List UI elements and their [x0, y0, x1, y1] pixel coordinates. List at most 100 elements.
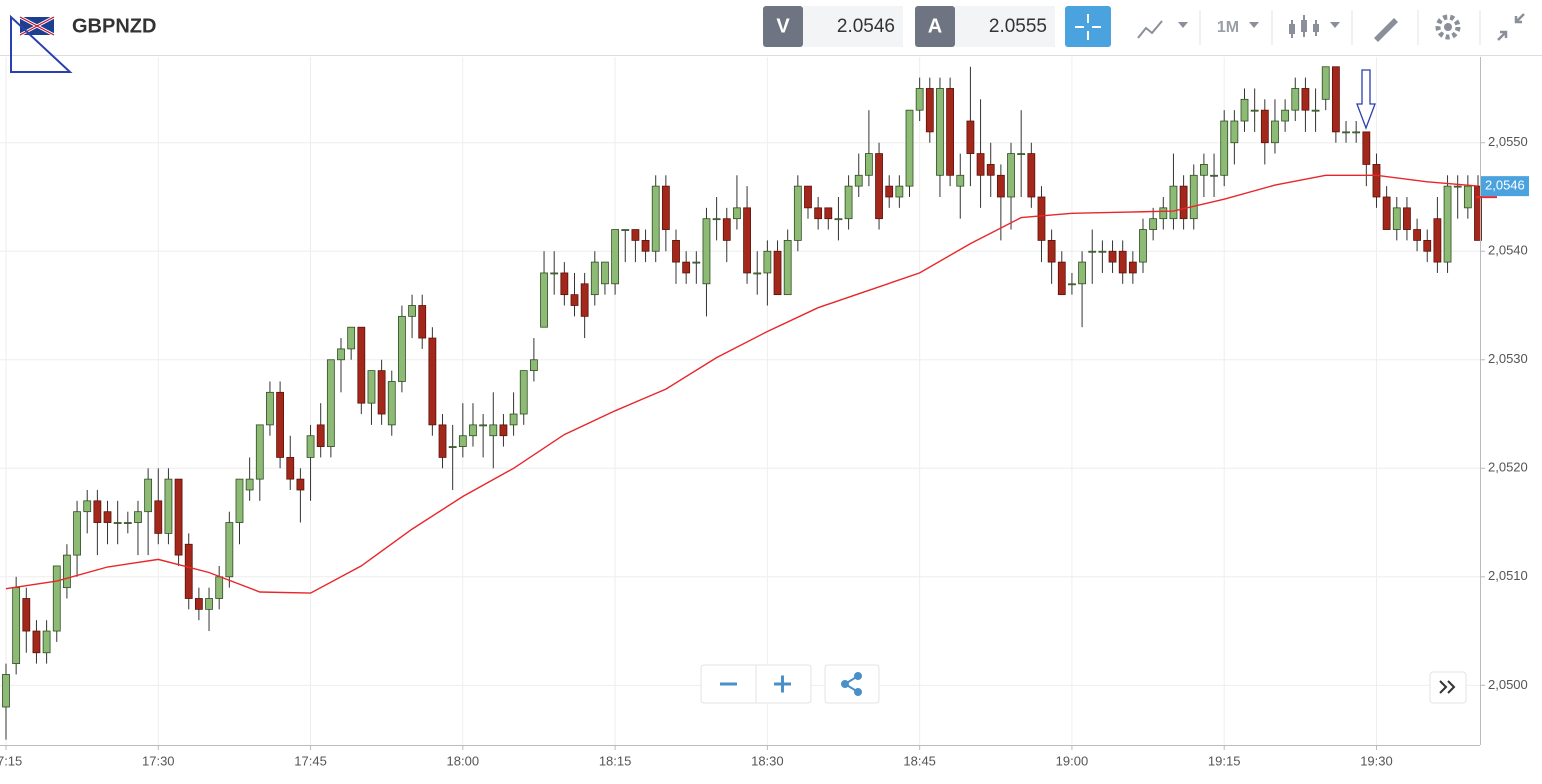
draw-icon[interactable]: [1374, 18, 1398, 42]
candle-body: [580, 283, 589, 317]
x-tick-label: 19:15: [1208, 753, 1241, 768]
sell-price-box[interactable]: [803, 6, 903, 47]
candle-body: [1362, 131, 1371, 165]
candle-body: [479, 424, 488, 427]
candle-body: [469, 424, 477, 437]
zoom-in[interactable]: [774, 675, 791, 693]
candle-body: [357, 326, 366, 404]
candle-body: [367, 370, 376, 404]
candle-body: [763, 250, 772, 274]
candle-body: [712, 218, 721, 221]
candle-body: [164, 478, 173, 534]
x-tick-label: 17:45: [294, 753, 327, 768]
candle-body: [1159, 207, 1168, 220]
candle-body: [93, 500, 102, 523]
candle-body: [936, 88, 944, 176]
candle-body: [1463, 185, 1472, 209]
candle-body: [986, 164, 995, 176]
candle-body: [42, 630, 51, 654]
candle-body: [83, 500, 92, 513]
candle-body: [1331, 66, 1340, 133]
candle-body: [1433, 218, 1442, 263]
candle-body: [1352, 131, 1361, 134]
candle-body: [1453, 185, 1462, 188]
share-icon-dot: [854, 672, 862, 680]
collapse-icon[interactable]: [1497, 13, 1525, 41]
candle-body: [1139, 229, 1147, 263]
sell-price: 2.0546: [837, 16, 895, 37]
share-icon-dot: [854, 688, 862, 696]
buy-price-box[interactable]: [955, 6, 1055, 47]
candle-body: [834, 218, 843, 221]
candle-body: [1250, 109, 1259, 112]
candle-body: [499, 424, 508, 437]
candle-body: [550, 272, 559, 275]
candle-body: [895, 185, 904, 198]
y-tick-label: 2,0540: [1488, 243, 1528, 258]
candle-body: [1179, 185, 1188, 220]
candle-body: [925, 88, 934, 133]
candles-icon-body: [1313, 24, 1319, 32]
candle-body: [134, 511, 142, 523]
candle-body: [286, 457, 295, 480]
candle-body: [1007, 153, 1015, 198]
drawing-triangle: [10, 14, 73, 73]
x-tick-label: 19:00: [1056, 753, 1089, 768]
candle-body: [519, 370, 528, 415]
candle-body: [73, 511, 81, 556]
candle-body: [458, 435, 467, 447]
settings-icon[interactable]: [1435, 14, 1461, 40]
candle-body: [773, 250, 782, 296]
dropdown-arrow: [1178, 22, 1188, 28]
candle-body: [1342, 131, 1350, 134]
candle-body: [1078, 261, 1086, 285]
candle-body: [194, 598, 203, 610]
sell-label: V: [776, 15, 790, 37]
candle-body: [956, 174, 965, 187]
buy-label-box[interactable]: [915, 6, 955, 47]
candles-icon-body: [1301, 20, 1307, 32]
candle-body: [1037, 196, 1046, 241]
candle-body: [1047, 239, 1056, 263]
candles-icon-body: [1289, 24, 1295, 34]
last-price-label: 2,0546: [1485, 178, 1525, 193]
candle-body: [113, 522, 122, 524]
candle-body: [996, 174, 1005, 198]
candle-body: [215, 576, 224, 599]
candle-body: [184, 543, 193, 599]
scroll-right-button[interactable]: [1429, 671, 1467, 704]
y-tick-label: 2,0530: [1488, 351, 1528, 366]
candle-body: [804, 185, 812, 209]
candle-body: [1189, 174, 1198, 220]
candle-body: [174, 478, 183, 556]
x-tick-label: 17:30: [142, 753, 175, 768]
candle-body: [306, 435, 315, 458]
candle-body: [418, 305, 427, 339]
candle-body: [905, 109, 914, 187]
candle-body: [489, 424, 498, 437]
candle-body: [1210, 174, 1218, 177]
candle-body: [1027, 153, 1036, 198]
candle-body: [1118, 250, 1127, 274]
candle-body: [387, 381, 396, 426]
candle-body: [1281, 109, 1290, 122]
candle-body: [225, 522, 234, 578]
moving-average: [5, 174, 1479, 594]
candle-body: [1068, 283, 1076, 286]
candle-body: [1108, 250, 1117, 263]
chart-type-icon[interactable]: [1137, 20, 1163, 39]
candle-body: [1301, 88, 1310, 111]
candle-body: [814, 207, 823, 220]
sell-label-box[interactable]: [763, 6, 803, 47]
candle-body: [885, 185, 894, 198]
share-button[interactable]: [824, 664, 880, 704]
crosshair-icon: [1075, 14, 1101, 40]
y-tick-label: 2,0500: [1488, 677, 1528, 692]
x-tick-label: 18:15: [599, 753, 632, 768]
candle-body: [1271, 120, 1279, 144]
crosshair-button[interactable]: [1065, 6, 1111, 47]
y-tick-label: 2,0510: [1488, 568, 1528, 583]
candle-body: [12, 587, 21, 665]
timeframe[interactable]: 1M: [1217, 19, 1239, 36]
